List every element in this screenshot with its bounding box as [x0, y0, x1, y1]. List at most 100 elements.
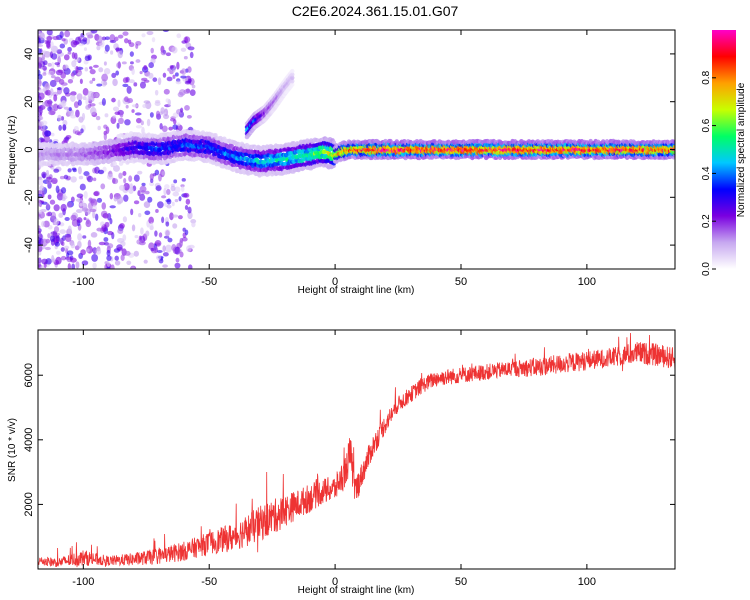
spectrogram-branch-cell [290, 72, 295, 77]
spectrogram-noise-blob [118, 117, 124, 124]
spectrogram-noise-blob [53, 204, 60, 212]
spectrogram-noise-blob [89, 107, 97, 116]
spectrogram-noise-blob [174, 199, 179, 203]
spectrogram-noise-blob [118, 184, 126, 191]
spectrogram-noise-blob [95, 115, 101, 121]
spectrogram-noise-blob [38, 189, 45, 196]
snr-y-tick-label: 2000 [23, 492, 35, 516]
spectrogram-noise-blob [95, 213, 99, 221]
spectrogram-noise-blob [38, 111, 41, 117]
spectrogram-noise-blob [57, 56, 61, 65]
spectrogram-noise-blob [149, 181, 155, 187]
spectrogram-noise-blob [77, 233, 83, 241]
spectrogram-noise-blob [185, 198, 191, 205]
spectrogram-noise-blob [184, 229, 189, 236]
spectrogram-noise-blob [96, 227, 103, 232]
spectrogram-noise-blob [172, 214, 179, 218]
spectrogram-noise-blob [38, 57, 43, 64]
spectrogram-noise-blob [128, 42, 135, 48]
spectrogram-noise-blob [114, 111, 121, 116]
snr-x-tick-label: -50 [201, 576, 217, 588]
spectrogram-noise-blob [96, 35, 103, 44]
spectrogram-noise-blob [67, 263, 72, 269]
spectrogram-noise-blob [157, 201, 164, 209]
spectrogram-noise-blob [123, 194, 129, 202]
spectrogram-noise-blob [183, 55, 188, 60]
spectrogram-noise-blob [188, 264, 193, 269]
spectrogram-noise-blob [75, 65, 79, 74]
spectrogram-noise-blob [179, 251, 184, 258]
spectrogram-noise-blob [122, 171, 127, 176]
spectrogram-noise-blob [181, 237, 188, 242]
spectrogram-noise-blob [140, 120, 144, 126]
spectrogram-noise-blob [157, 77, 162, 86]
spectrogram-noise-blob [70, 257, 77, 263]
spectrogram-noise-blob [178, 196, 182, 202]
spectrogram-noise-blob [148, 62, 154, 69]
spectrogram-noise-blob [119, 113, 124, 118]
spectrogram-noise-blob [81, 260, 89, 266]
spectrogram-noise-blob [106, 261, 111, 268]
spectrogram-noise-blob [82, 235, 87, 239]
spectrogram-noise-blob [44, 246, 51, 251]
spectrogram-noise-blob [107, 230, 113, 236]
spectrogram-ridge-cell [672, 144, 675, 150]
spectrogram-noise-blob [103, 132, 108, 141]
spectrogram-noise-blob [38, 88, 45, 93]
spectrogram-noise-blob [48, 99, 53, 107]
spectrogram-noise-blob [117, 99, 121, 108]
spectrogram-noise-blob [138, 212, 142, 218]
colorbar-tick-label: 0.8 [701, 70, 712, 84]
spectrogram-noise-blob [112, 115, 117, 119]
spectrogram-noise-blob [90, 30, 98, 34]
spectrogram-noise-blob [43, 60, 48, 66]
spectrogram-noise-blob [115, 47, 122, 51]
spectrogram-x-axis-label: Height of straight line (km) [298, 285, 415, 296]
spectrogram-noise-blob [107, 243, 114, 249]
spectrogram-noise-blob [79, 78, 83, 85]
spectrogram-cells [38, 30, 675, 269]
spectrogram-noise-blob [109, 218, 113, 225]
spectrogram-ridge-cell [672, 150, 675, 155]
spectrogram-noise-blob [182, 227, 186, 232]
spectrogram-noise-blob [60, 203, 67, 212]
spectrogram-noise-blob [67, 51, 72, 55]
spectrogram-noise-blob [172, 74, 176, 79]
spectrogram-noise-blob [110, 97, 117, 103]
spectrogram-noise-blob [171, 46, 178, 54]
spectrogram-noise-blob [112, 178, 119, 185]
spectrogram-noise-blob [174, 262, 181, 269]
spectrogram-ridge-cell [112, 161, 117, 167]
spectrogram-noise-blob [45, 89, 52, 96]
spectrogram-noise-blob [151, 37, 156, 43]
spectrogram-noise-blob [104, 113, 109, 118]
spectrogram-noise-blob [88, 197, 93, 203]
spectrogram-noise-blob [187, 46, 195, 51]
spectrogram-noise-blob [53, 94, 58, 102]
spectrogram-noise-blob [168, 126, 174, 131]
spectrogram-noise-blob [70, 176, 77, 183]
spectrogram-noise-blob [154, 230, 158, 237]
spectrogram-noise-blob [79, 202, 85, 207]
spectrogram-noise-blob [85, 104, 91, 110]
spectrogram-noise-blob [75, 198, 83, 202]
spectrogram-noise-blob [42, 65, 47, 71]
spectrogram-noise-blob [76, 93, 83, 101]
spectrogram-noise-blob [117, 50, 123, 59]
spectrogram-noise-blob [143, 79, 150, 83]
spectrogram-noise-blob [38, 230, 41, 235]
spectrogram-noise-blob [183, 89, 191, 94]
spectrogram-noise-blob [68, 107, 72, 112]
snr-x-tick-label: 0 [332, 576, 338, 588]
spectrogram-noise-blob [95, 248, 102, 255]
spectrogram-noise-blob [126, 85, 132, 94]
spectrogram-noise-blob [63, 245, 70, 250]
spectrogram-noise-blob [162, 252, 169, 257]
colorbar-tick-label: 0.2 [701, 214, 712, 228]
spectrogram-noise-blob [60, 116, 65, 121]
spectrogram-x-tick-label: -100 [72, 276, 94, 288]
spectrogram-noise-blob [175, 80, 182, 85]
spectrogram-noise-blob [70, 72, 75, 77]
spectrogram-noise-blob [46, 212, 51, 217]
spectrogram-noise-blob [55, 250, 61, 255]
